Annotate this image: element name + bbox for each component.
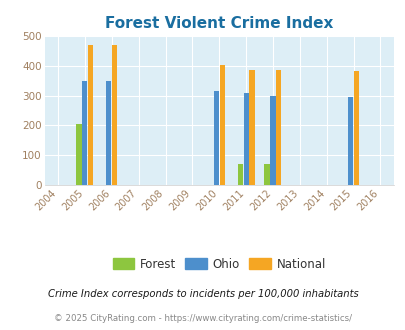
Text: Crime Index corresponds to incidents per 100,000 inhabitants: Crime Index corresponds to incidents per… xyxy=(47,289,358,299)
Bar xyxy=(276,70,281,185)
Bar xyxy=(76,124,81,185)
Bar xyxy=(270,96,275,185)
Bar xyxy=(243,93,248,185)
Bar xyxy=(353,71,358,185)
Title: Forest Violent Crime Index: Forest Violent Crime Index xyxy=(105,16,333,31)
Bar xyxy=(82,81,87,185)
Bar xyxy=(112,45,117,185)
Bar xyxy=(88,45,93,185)
Bar xyxy=(219,65,224,185)
Bar xyxy=(264,164,269,185)
Bar xyxy=(106,81,111,185)
Bar xyxy=(347,97,352,185)
Legend: Forest, Ohio, National: Forest, Ohio, National xyxy=(108,253,330,276)
Bar xyxy=(249,70,254,185)
Bar xyxy=(213,91,218,185)
Text: © 2025 CityRating.com - https://www.cityrating.com/crime-statistics/: © 2025 CityRating.com - https://www.city… xyxy=(54,314,351,323)
Bar xyxy=(237,164,242,185)
